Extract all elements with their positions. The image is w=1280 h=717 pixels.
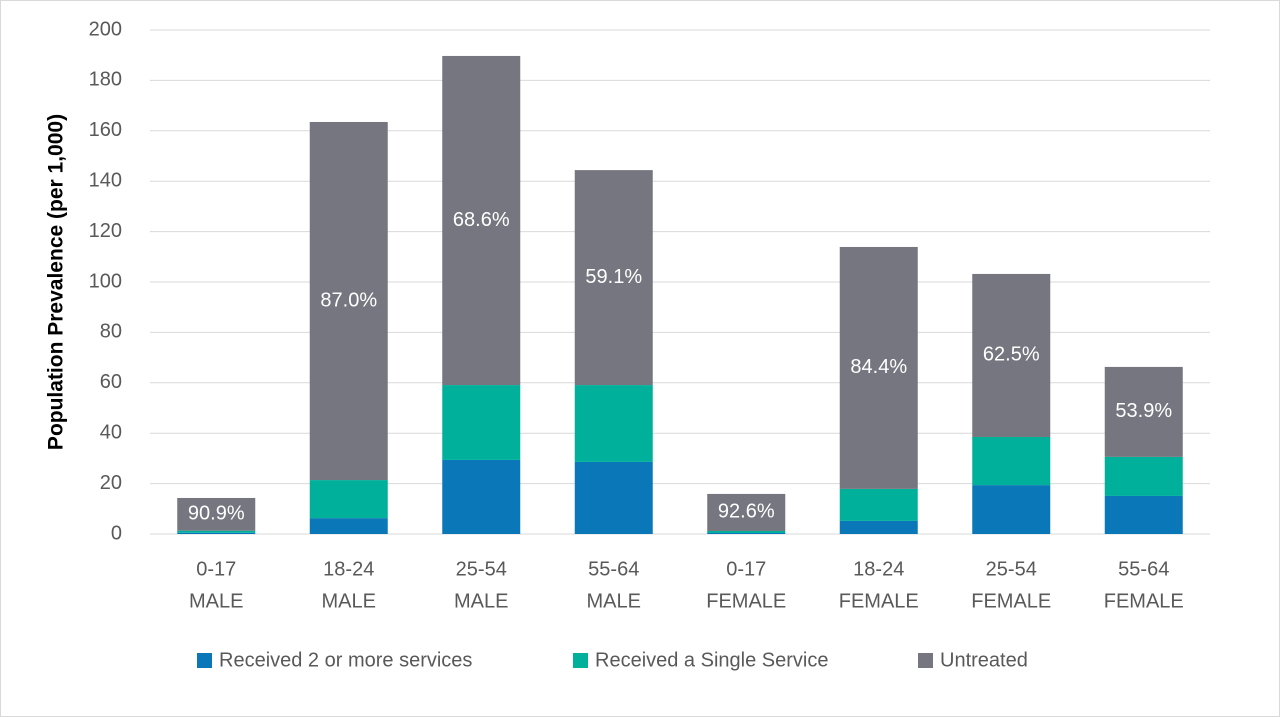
- x-tick-label: FEMALE: [1104, 590, 1184, 612]
- y-tick-label: 180: [89, 69, 122, 91]
- data-label: 62.5%: [983, 344, 1040, 366]
- bar-segment: [442, 55, 521, 386]
- bar-segment: [442, 385, 521, 460]
- bar-segment: [1104, 366, 1183, 457]
- bar-segment: [309, 480, 388, 519]
- bar-segment: [177, 497, 256, 531]
- bar-segment: [309, 518, 388, 534]
- legend-swatch: [573, 653, 588, 668]
- bar-segment: [972, 485, 1051, 534]
- data-label: 68.6%: [453, 209, 510, 231]
- x-tick-label: 25-54: [456, 558, 507, 580]
- data-label: 92.6%: [718, 501, 775, 523]
- bar-segment: [177, 530, 256, 533]
- y-tick-label: 60: [100, 371, 122, 393]
- y-tick-label: 80: [100, 321, 122, 343]
- data-label: 53.9%: [1115, 400, 1172, 422]
- y-axis-title: Population Prevalence (per 1,000): [45, 114, 68, 450]
- y-tick-label: 0: [111, 522, 122, 544]
- x-tick-label: MALE: [322, 590, 376, 612]
- bar-segment: [839, 488, 918, 521]
- bar-segment: [839, 520, 918, 534]
- legend-label: Received a Single Service: [595, 649, 828, 671]
- y-tick-label: 20: [100, 472, 122, 494]
- bar-segment: [574, 385, 653, 462]
- x-tick-label: 18-24: [323, 558, 374, 580]
- y-tick-label: 200: [89, 18, 122, 40]
- bar-segment: [1104, 456, 1183, 496]
- bar-segment: [1104, 495, 1183, 534]
- data-label: 59.1%: [585, 266, 642, 288]
- y-tick-label: 40: [100, 421, 122, 443]
- y-tick-label: 140: [89, 169, 122, 191]
- data-label: 84.4%: [850, 356, 907, 378]
- bar-segment: [707, 532, 786, 534]
- y-tick-label: 100: [89, 270, 122, 292]
- bar-segment: [574, 461, 653, 534]
- x-tick-label: FEMALE: [971, 590, 1051, 612]
- x-tick-label: FEMALE: [839, 590, 919, 612]
- data-label: 90.9%: [188, 503, 245, 525]
- bar-segment: [707, 493, 786, 531]
- x-tick-label: MALE: [454, 590, 508, 612]
- y-tick-label: 160: [89, 119, 122, 141]
- bar-segment: [972, 436, 1051, 486]
- legend-swatch: [918, 653, 933, 668]
- bar-segment: [177, 532, 256, 534]
- bar-segment: [574, 170, 653, 386]
- y-tick-label: 120: [89, 220, 122, 242]
- bar-segment: [707, 530, 786, 533]
- bar-segment: [442, 459, 521, 534]
- x-tick-label: 55-64: [588, 558, 639, 580]
- legend-swatch: [197, 653, 212, 668]
- legend-label: Untreated: [940, 649, 1028, 671]
- x-tick-label: MALE: [189, 590, 243, 612]
- bar-segment: [839, 246, 918, 489]
- x-tick-label: FEMALE: [706, 590, 786, 612]
- bar-segment: [972, 273, 1051, 437]
- data-label: 87.0%: [320, 289, 377, 311]
- x-tick-label: 0-17: [196, 558, 236, 580]
- x-tick-label: 55-64: [1118, 558, 1169, 580]
- x-tick-label: 0-17: [726, 558, 766, 580]
- x-tick-label: 18-24: [853, 558, 904, 580]
- x-tick-label: 25-54: [986, 558, 1037, 580]
- x-tick-label: MALE: [587, 590, 641, 612]
- bar-segment: [309, 121, 388, 481]
- legend-label: Received 2 or more services: [219, 649, 472, 671]
